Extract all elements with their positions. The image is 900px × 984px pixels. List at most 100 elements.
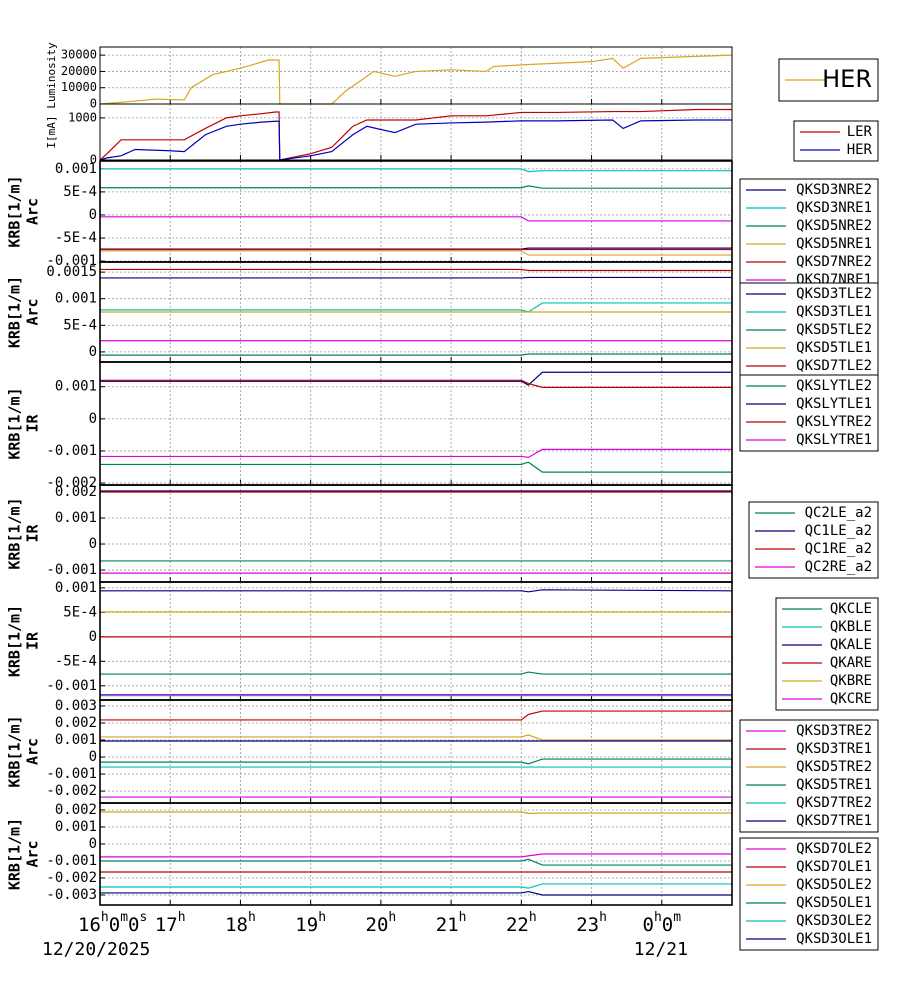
series-line [100,734,732,741]
legend-label: QC1RE_a2 [805,541,872,557]
legend-label: QKBRE [830,673,872,689]
legend-label: QKSLYTRE2 [796,414,872,430]
y-tick-label: -0.001 [46,253,97,269]
series-line [100,811,732,814]
legend-box [775,597,879,711]
legend-label: HER [847,142,873,158]
legend-label: QKBLE [830,619,872,635]
y-tick-label: -5E-4 [55,230,97,246]
legend-label: QKSD7TRE2 [796,795,872,811]
legend-label: QKSD5TRE1 [796,777,872,793]
legend-label: QKSD5NRE1 [796,236,872,252]
legend-label: LER [847,124,873,140]
series-line [100,353,732,356]
y-tick-label: 0.001 [55,580,97,596]
date-label: 12/20/2025 [42,939,150,960]
y-axis-label: KRB[1/m] [6,605,24,677]
series-line [100,185,732,189]
y-tick-label: -0.001 [46,443,97,459]
y-axis-label: KRB[1/m] [6,497,24,569]
legend-label: QKCLE [830,601,872,617]
series-line [100,168,732,173]
y-tick-label: 30000 [61,48,97,62]
legend-label: QKSD5OLE2 [796,877,872,893]
y-axis-label: KRB[1/m] [6,715,24,787]
y-axis-label: KRB[1/m] [6,818,24,890]
x-tick-label: 18h [225,910,256,936]
legend-label: QKSD5TLE1 [796,340,872,356]
y-axis-label: IR [24,414,42,433]
y-tick-label: 0.001 [55,732,97,748]
y-tick-label: 0 [89,749,97,765]
legend-label: QKSD7TRE1 [796,813,872,829]
legend-label: QKSLYTLE1 [796,396,872,412]
series-line [100,883,732,889]
y-tick-label: 0.001 [55,379,97,395]
y-tick-label: -0.001 [46,562,97,578]
legend-label: QKSD7TLE2 [796,358,872,374]
y-axis-label: KRB[1/m] [6,276,24,348]
series-line [100,276,732,279]
series-line [100,589,733,593]
y-tick-label: -0.001 [46,678,97,694]
x-tick-label: 17h [155,910,186,936]
series-line [99,108,732,161]
y-tick-label: -0.001 [46,853,97,869]
x-tick-label: 0h0m [642,910,681,936]
series-line [100,250,732,256]
y-tick-label: -0.001 [46,766,97,782]
legend-label: QKSD3NRE1 [796,200,872,216]
series-line [100,302,732,313]
y-axis-label: Arc [24,198,42,225]
y-axis-label: I[mA] [45,115,58,148]
legend-label: QKSD5OLE1 [796,895,872,911]
legend-label: QKSD3OLE2 [796,913,872,929]
legend-label: QKSD3OLE1 [796,931,872,947]
legend-label: QC2LE_a2 [805,505,872,521]
legend-box [739,374,879,452]
series-line [100,853,732,858]
series-line [100,448,732,459]
legend-box [748,501,879,579]
plot-frame [99,802,733,906]
legend-label: QKSD7OLE1 [796,859,872,875]
y-axis-label: IR [24,524,42,543]
y-tick-label: 0.001 [55,819,97,835]
x-tick-label: 21h [436,910,467,936]
y-tick-label: -0.003 [46,887,97,903]
y-tick-label: 0.002 [55,484,97,500]
series-line [100,216,732,222]
x-tick-label: 20h [366,910,397,936]
series-line [100,268,732,272]
y-tick-label: 0.001 [55,161,97,177]
series-line [100,671,732,675]
legend-label: QKSLYTLE2 [796,378,872,394]
legend-label: QKCRE [830,691,872,707]
y-tick-label: 0.001 [55,510,97,526]
legend-label: QKSD3NRE2 [796,182,872,198]
series-line [99,54,733,105]
y-axis-label: Arc [24,738,42,765]
y-tick-label: -5E-4 [55,653,97,669]
legend-label: QKSLYTRE1 [796,432,872,448]
y-tick-label: 0 [89,536,97,552]
y-tick-label: -0.002 [46,870,97,886]
legend-label: QKSD5TRE2 [796,759,872,775]
legend-box [793,120,879,162]
y-axis-label: KRB[1/m] [6,387,24,459]
y-tick-label: 0 [89,207,97,223]
y-tick-label: 5E-4 [63,184,97,200]
legend-label: QKSD3TLE1 [796,304,872,320]
y-tick-label: 5E-4 [63,604,97,620]
series-line [100,379,732,388]
legend-label: QKSD5NRE2 [796,218,872,234]
plot-frame [99,160,733,263]
y-tick-label: 0.002 [55,715,97,731]
legend-label: QKSD5TLE2 [796,322,872,338]
y-tick-label: 0 [90,97,97,111]
legend-label: QC2RE_a2 [805,559,872,575]
y-tick-label: 0.002 [55,802,97,818]
plot-frame [99,46,733,105]
x-tick-label: 16h0m0s [78,910,147,936]
